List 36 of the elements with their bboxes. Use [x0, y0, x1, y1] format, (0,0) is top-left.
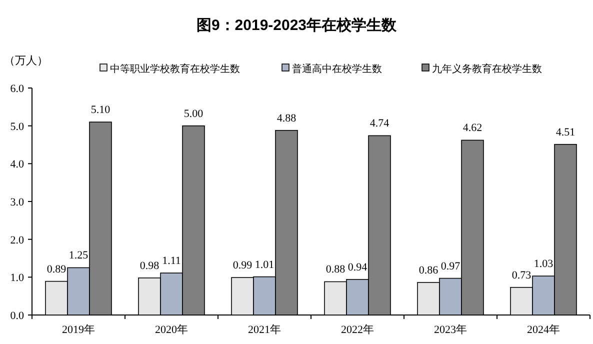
text: 5.00 — [184, 108, 204, 120]
text: 0.97 — [440, 260, 460, 272]
x-tick-label: 2021年 — [248, 324, 281, 336]
text: 1.03 — [534, 258, 554, 270]
y-tick-label: 2.0 — [10, 234, 24, 246]
y-tick-label: 6.0 — [10, 83, 24, 95]
legend-label: 九年义务教育在校学生数 — [432, 63, 542, 75]
x-tick-label: 2023年 — [434, 324, 467, 336]
text: 0.94 — [348, 261, 368, 274]
y-tick-label: 3.0 — [10, 196, 24, 208]
y-tick-label: 0.0 — [10, 310, 24, 322]
chart-title: 图9：2019-2023年在校学生数 — [196, 17, 398, 34]
x-tick-label: 2022年 — [341, 324, 374, 336]
text: 1.25 — [68, 250, 88, 262]
x-tick-label: 2019年 — [62, 324, 95, 336]
text: 1.11 — [162, 255, 181, 268]
text: 4.74 — [370, 118, 390, 130]
y-axis-title: （万人） — [4, 55, 48, 67]
text: 0.86 — [418, 264, 438, 276]
text: 0.88 — [326, 264, 346, 276]
text: 1.01 — [254, 258, 274, 271]
y-tick-label: 1.0 — [10, 272, 24, 284]
text: 5.10 — [90, 104, 110, 116]
text: 0.98 — [140, 260, 160, 272]
x-tick-label: 2024年 — [527, 324, 560, 336]
text: 4.62 — [462, 122, 482, 134]
text: 4.51 — [556, 126, 576, 138]
text: 0.99 — [232, 260, 252, 272]
text: 0.73 — [512, 269, 532, 282]
legend-label: 中等职业学校教育在校学生数 — [110, 63, 240, 75]
x-tick-label: 2020年 — [155, 324, 188, 336]
text: 0.89 — [46, 263, 66, 276]
text: 4.88 — [276, 112, 296, 124]
legend-label: 普通高中在校学生数 — [292, 63, 382, 75]
y-tick-label: 5.0 — [10, 120, 24, 133]
y-tick-label: 4.0 — [10, 158, 24, 171]
